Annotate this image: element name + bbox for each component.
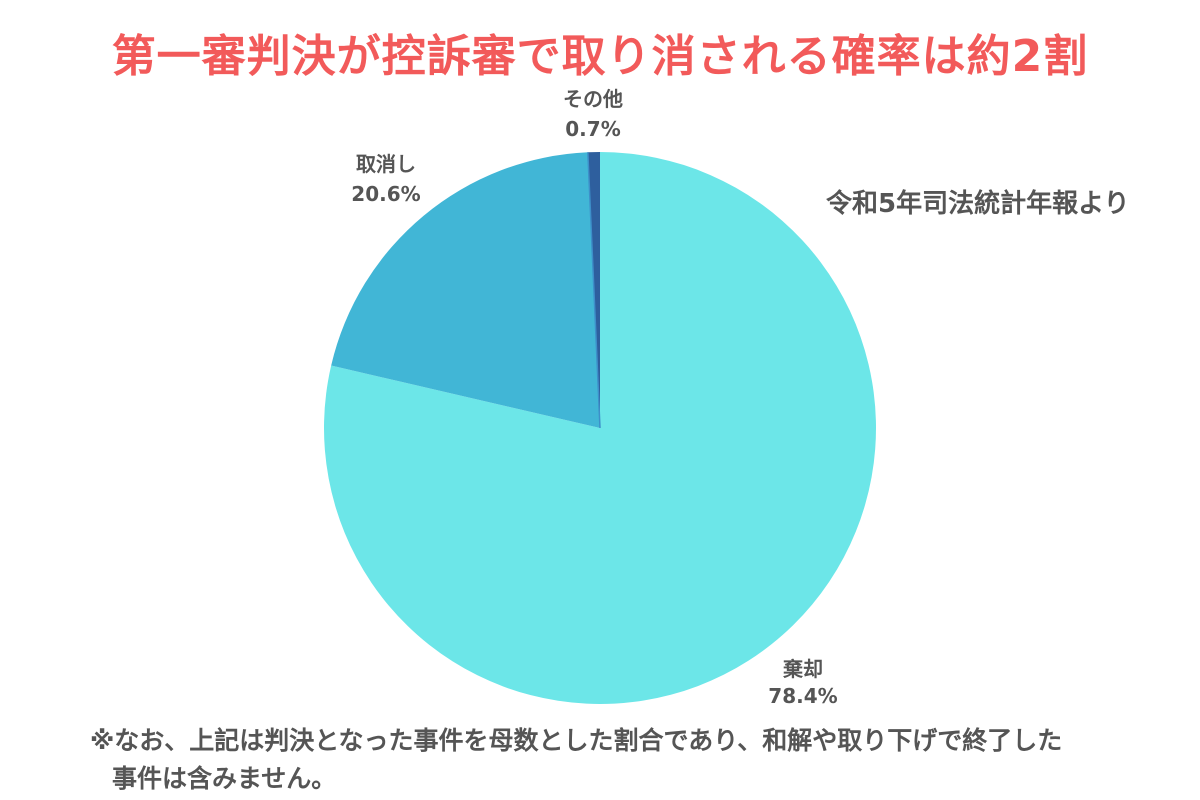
slice-label-torikeshi-value: 20.6% bbox=[351, 182, 420, 206]
source-note: 令和5年司法統計年報より bbox=[826, 189, 1130, 219]
page-title: 第一審判決が控訴審で取り消される確率は約2割 bbox=[111, 31, 1089, 82]
footnote-line-1: ※なお、上記は判決となった事件を母数とした割合であり、和解や取り下げで終了した bbox=[90, 726, 1063, 755]
slice-label-sonota-value: 0.7% bbox=[565, 117, 620, 141]
slice-sonota-edge bbox=[587, 152, 601, 429]
slice-label-sonota-name: その他 bbox=[563, 87, 623, 111]
pie-slices bbox=[323, 152, 876, 704]
footnote-line-2: 事件は含みません。 bbox=[112, 764, 337, 793]
slice-label-torikeshi-name: 取消し bbox=[356, 152, 416, 176]
pie-labels: 棄却 78.4% 取消し 20.6% その他 0.7% bbox=[351, 87, 837, 708]
slice-label-kikyaku-value: 78.4% bbox=[768, 684, 837, 708]
slice-torikeshi bbox=[331, 152, 600, 428]
slice-label-kikyaku-name: 棄却 bbox=[783, 657, 823, 681]
footnote: ※なお、上記は判決となった事件を母数とした割合であり、和解や取り下げで終了した … bbox=[90, 722, 1190, 798]
